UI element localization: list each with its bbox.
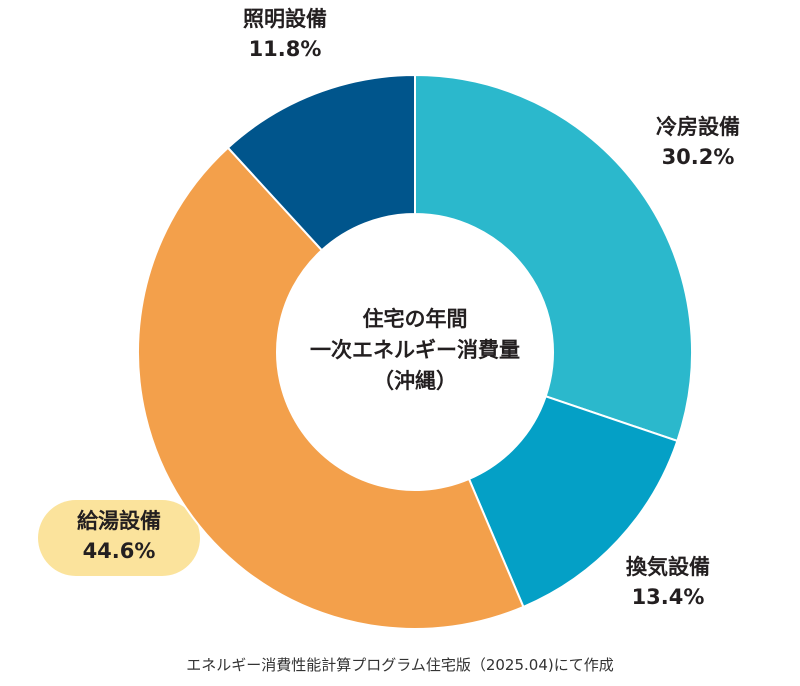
slice-label-2: 換気設備 13.4% (588, 552, 748, 612)
slice-percent: 13.4% (631, 585, 705, 609)
donut-slice-3 (137, 146, 525, 630)
slice-percent: 30.2% (661, 145, 735, 169)
donut-slice-1 (414, 73, 693, 443)
slice-percent: 44.6% (82, 539, 156, 563)
slice-label-3: 給湯設備 44.6% (39, 506, 199, 566)
donut-slice-2 (467, 395, 679, 609)
center-title-line-2: 一次エネルギー消費量 (310, 338, 520, 362)
slice-name: 照明設備 (243, 7, 327, 31)
source-note: エネルギー消費性能計算プログラム住宅版（2025.04)にて作成 (186, 656, 614, 674)
center-title: 住宅の年間 一次エネルギー消費量 （沖縄） (250, 304, 580, 397)
donut-slices (137, 73, 693, 630)
center-title-line-3: （沖縄） (373, 369, 457, 393)
highlight-badge (38, 500, 200, 576)
slice-percent: 11.8% (248, 37, 322, 61)
slice-name: 給湯設備 (77, 509, 161, 533)
slice-label-1: 冷房設備 30.2% (618, 112, 778, 172)
center-title-line-1: 住宅の年間 (362, 307, 468, 331)
slice-name: 冷房設備 (656, 115, 740, 139)
donut-slice-4 (226, 73, 416, 252)
slice-label-4: 照明設備 11.8% (205, 4, 365, 64)
slice-name: 換気設備 (626, 555, 710, 579)
